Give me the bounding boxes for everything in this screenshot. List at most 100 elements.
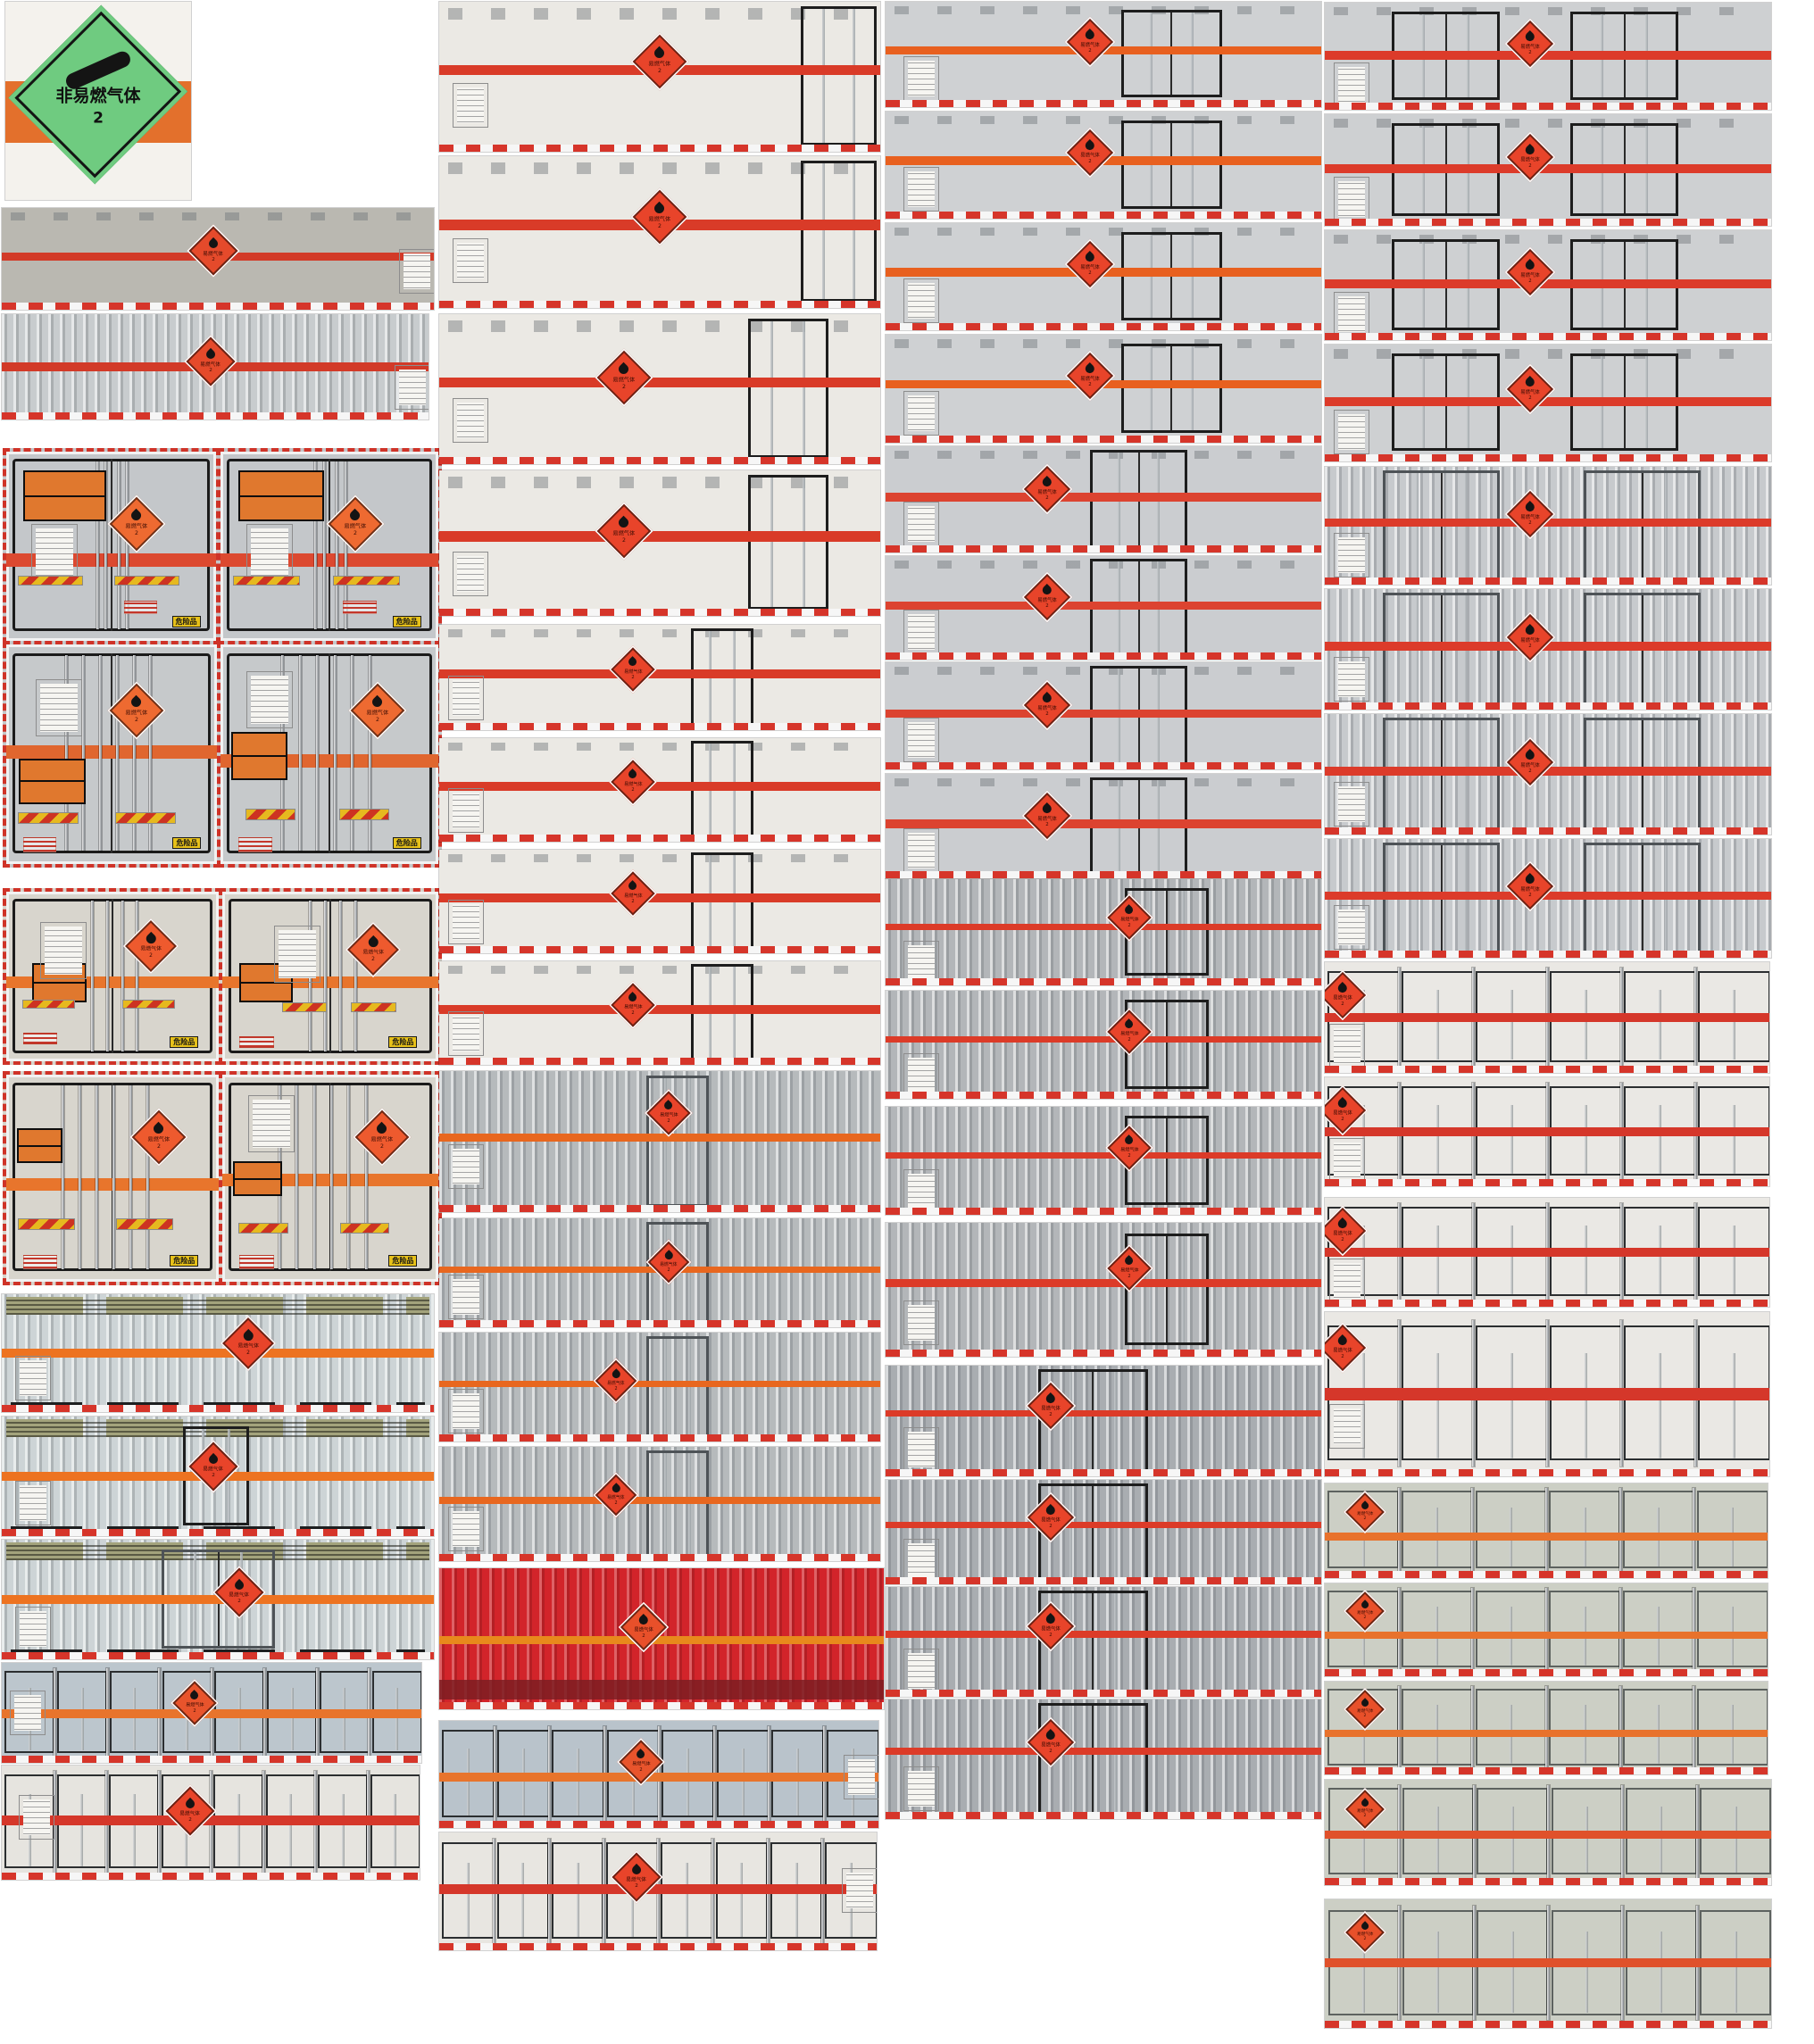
lock-rod: [115, 655, 119, 852]
reflective-dash-strip: [2, 303, 434, 310]
truck-photo: 危险品 易燃气体 2: [3, 641, 221, 868]
hazard-stripe: [886, 923, 1321, 931]
placard-content: 易燃气体 2: [1325, 977, 1360, 1013]
emergency-info-card: [447, 1389, 484, 1434]
flame-icon: [1084, 361, 1097, 375]
flame-diamond-placard: 易燃气体 2: [595, 348, 653, 407]
cargo-door: [1696, 1491, 1768, 1569]
placard-class-number: 2: [614, 1385, 618, 1392]
flame-icon: [1524, 29, 1536, 43]
lock-rod: [336, 461, 339, 630]
placard-class-number: 2: [1088, 270, 1093, 276]
truck-photo: 易燃气体 2: [439, 1568, 884, 1709]
flame-diamond-placard: 易燃气体 2: [187, 224, 240, 278]
truck-photo: 易燃气体 2: [886, 1699, 1321, 1819]
flame-diamond-placard: 易燃气体 2: [630, 187, 689, 246]
reflective-dash-strip: [439, 946, 880, 953]
placard-content: 易燃气体 2: [1512, 868, 1548, 904]
flame-icon: [629, 1863, 643, 1876]
company-text-banner: [23, 1254, 57, 1269]
reflective-dash-strip: [1325, 1469, 1769, 1476]
reflective-dash-strip: [2, 1873, 420, 1880]
reflective-dash-strip: [2, 412, 429, 420]
flame-icon: [188, 1690, 201, 1702]
placard-content: 易燃气体 2: [618, 1858, 655, 1896]
reflective-hatch-strip: [115, 576, 179, 586]
orange-hazard-plate: [22, 470, 107, 522]
lock-rod: [1545, 1588, 1548, 1671]
flame-icon: [1524, 500, 1536, 513]
flame-diamond-placard: 易燃气体 2: [593, 1472, 639, 1518]
flame-diamond-placard: 易燃气体 2: [1504, 131, 1556, 182]
reflective-dash-strip: [1325, 2021, 1771, 2028]
emergency-info-card: [447, 787, 484, 833]
flame-icon: [1040, 475, 1053, 488]
top-vent-slots: [10, 212, 426, 220]
cargo-door: [1623, 1591, 1694, 1667]
truck-photo: 易燃气体 2: [439, 1447, 880, 1561]
flame-icon: [617, 361, 632, 377]
reflective-dash-strip: [886, 762, 1321, 769]
top-vent-slots: [1334, 119, 1762, 128]
truck-photo: 易燃气体 2: [1325, 1483, 1768, 1578]
placard-text: 易燃气体: [624, 782, 643, 787]
placard-content: 易燃气体 2: [221, 1574, 258, 1611]
flame-icon: [627, 880, 639, 893]
door-center-gap: [329, 898, 331, 1053]
hazard-stripe: [1325, 51, 1771, 60]
truck-photo: 易燃气体 2: [439, 470, 880, 616]
top-vent-slots: [447, 162, 872, 175]
truck-photo: 易燃气体 2: [439, 1832, 877, 1950]
placard-class-number: 2: [1128, 1037, 1131, 1043]
placard-content: 易燃气体 2: [1072, 24, 1108, 60]
placard-text: 易燃气体: [203, 250, 224, 257]
flame-diamond-placard: 易燃气体 2: [1504, 488, 1556, 540]
placard-content: 易燃气体 2: [603, 511, 645, 552]
reflective-dash-strip: [886, 1350, 1321, 1357]
hazard-stripe: [2, 1816, 420, 1825]
placard-text: 易燃气体: [624, 893, 643, 899]
top-vent-slots: [894, 338, 1313, 348]
company-text-banner: [237, 837, 273, 853]
flame-diamond-placard: 易燃气体 2: [1021, 572, 1072, 623]
reflective-dash-strip: [439, 301, 880, 308]
emergency-info-card: [903, 1300, 939, 1345]
flame-diamond-placard: 易燃气体 2: [1504, 860, 1556, 912]
truck-photo: 易燃气体 2: [1325, 1780, 1771, 1885]
flame-diamond-placard: 易燃气体 2: [609, 980, 658, 1029]
flame-diamond-placard: 易燃气体 2: [609, 868, 658, 918]
emergency-info-card: [903, 501, 939, 546]
flame-icon: [1336, 982, 1349, 994]
flame-icon: [1360, 1798, 1370, 1809]
orange-hazard-plate: [237, 470, 325, 522]
corrugation-texture: [886, 1223, 1321, 1357]
reflective-dash-strip: [439, 1434, 880, 1442]
lock-rod: [61, 1084, 64, 1270]
placard-text: 易燃气体: [200, 361, 221, 368]
hazard-stripe: [1325, 642, 1771, 651]
lock-rod: [347, 1084, 351, 1270]
cargo-door: [801, 6, 878, 146]
flame-icon: [1040, 584, 1053, 596]
door-center-gap: [110, 459, 112, 632]
reflective-dash-strip: [439, 835, 880, 842]
flame-icon: [144, 931, 158, 945]
reflective-dash-strip: [1325, 1300, 1769, 1307]
placard-content: 易燃气体 2: [1325, 1093, 1360, 1128]
placard-class-number: 2: [1528, 768, 1532, 774]
truck-photo: 危险品 易燃气体 2: [219, 1071, 442, 1285]
placard-content: 易燃气体 2: [1350, 1596, 1380, 1626]
placard-class-number: 2: [622, 383, 627, 390]
cargo-door: [1549, 1491, 1621, 1569]
truck-photo: 易燃气体 2: [1325, 230, 1771, 340]
hazard-stripe: [2, 1594, 434, 1605]
placard-content: 易燃气体 2: [362, 1117, 403, 1158]
hazard-stripe: [886, 1631, 1321, 1638]
lock-rod: [368, 655, 371, 852]
lock-rod: [65, 655, 69, 852]
flame-diamond-placard: 易燃气体 2: [1504, 736, 1556, 788]
flame-icon: [1336, 1217, 1349, 1230]
placard-class-number: 2: [631, 899, 635, 905]
flame-diamond-placard: 易燃气体 2: [1065, 127, 1116, 178]
truck-photo: 易燃气体 2: [1325, 467, 1771, 585]
